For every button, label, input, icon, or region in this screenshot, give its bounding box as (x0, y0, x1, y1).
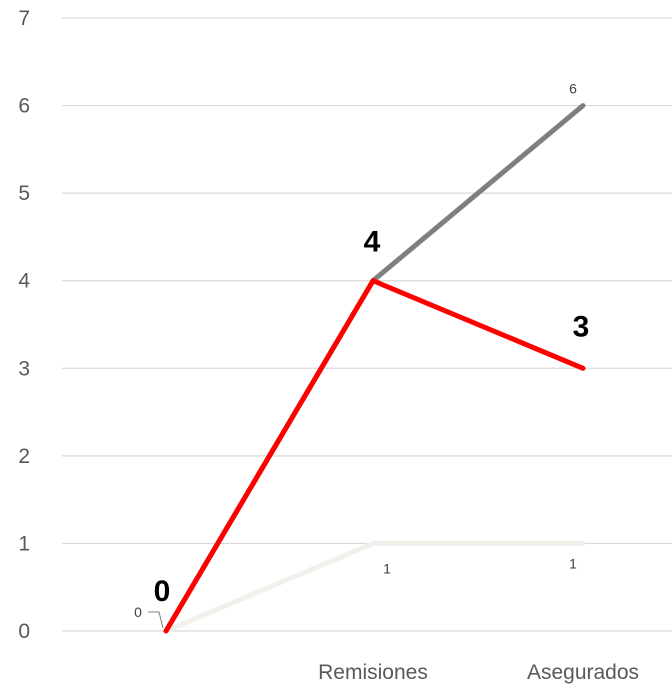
y-tick-label: 5 (18, 182, 30, 205)
data-label: 1 (569, 555, 577, 571)
y-tick-label: 4 (18, 270, 30, 293)
y-axis-ticks: 0 1 2 3 4 5 6 7 (18, 7, 30, 643)
series-lines (163, 103, 586, 634)
x-axis-categories: Remisiones Asegurados (318, 661, 639, 684)
y-tick-label: 1 (18, 532, 30, 555)
data-label: 6 (569, 81, 577, 97)
y-tick-label: 6 (18, 95, 30, 118)
data-label: 3 (573, 310, 590, 343)
x-category-label: Asegurados (527, 661, 639, 684)
data-label: 4 (364, 226, 381, 259)
data-labels: 0 6 1 1 0 4 3 (134, 81, 590, 629)
data-label: 1 (383, 560, 391, 576)
y-tick-label: 0 (18, 620, 30, 643)
data-label: 0 (154, 575, 171, 608)
gridlines (62, 17, 672, 632)
y-tick-label: 3 (18, 357, 30, 380)
y-tick-label: 7 (18, 7, 30, 30)
data-label: 0 (134, 604, 142, 620)
series-line-2 (163, 540, 586, 634)
y-tick-label: 2 (18, 445, 30, 468)
label-leader-line (148, 611, 164, 629)
x-category-label: Remisiones (318, 661, 428, 684)
series-line-3 (163, 278, 586, 634)
